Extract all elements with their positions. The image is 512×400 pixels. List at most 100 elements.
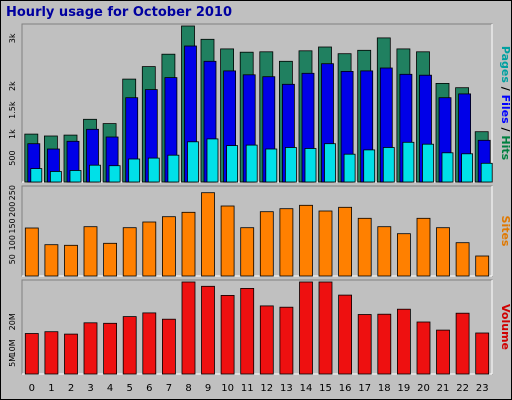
bar-volume-hour-10 [220,294,235,375]
bar-sites-hour-15 [318,210,333,277]
bar-volume-hour-19 [396,308,411,375]
x-tick-label-7: 7 [166,383,172,394]
side-label-part: Files [499,95,512,125]
bar-volume-hour-18 [377,313,392,375]
bar-pages-hour-1 [50,171,62,183]
x-tick-label-4: 4 [107,383,113,394]
side-label-part: Volume [499,304,512,350]
bar-volume-hour-15 [318,281,333,375]
x-tick-label-0: 0 [29,383,35,394]
bar-pages-hour-0 [30,168,43,183]
x-tick-label-13: 13 [280,383,293,394]
bar-pages-hour-14 [304,148,317,183]
panel-sites-ytick-label: 100 [8,235,17,250]
bar-sites-hour-10 [220,205,235,277]
bar-volume-hour-14 [299,281,313,375]
bar-sites-hour-17 [357,217,372,277]
bar-pages-hour-12 [265,148,278,183]
bar-pages-hour-15 [324,143,336,183]
bar-sites-hour-13 [279,208,294,277]
x-tick-label-9: 9 [205,383,211,394]
bar-pages-hour-2 [69,170,82,183]
bar-sites-hour-2 [64,244,78,277]
bar-sites-hour-8 [181,211,196,277]
bar-sites-hour-20 [416,217,431,277]
bar-pages-hour-21 [441,152,454,183]
x-tick-label-2: 2 [68,383,74,394]
bar-volume-hour-12 [259,305,274,375]
bar-volume-hour-0 [24,333,39,375]
bar-sites-hour-5 [122,227,137,277]
bar-pages-hour-18 [382,147,395,183]
bar-volume-hour-20 [416,321,431,375]
x-tick-label-23: 23 [476,383,489,394]
bar-volume-hour-3 [83,322,98,375]
side-label-part: Sites [499,216,512,247]
bar-volume-hour-23 [475,332,490,375]
bar-pages-hour-17 [363,149,376,183]
panel-hits-ytick-label: 3k [8,33,17,43]
bar-sites-hour-23 [475,255,490,277]
panel-hits-side-label: Pages / Files / Hits [499,46,512,161]
panel-volume-plot-area [21,279,493,375]
panel-sites-side-label: Sites [499,216,512,247]
x-tick-label-10: 10 [221,383,234,394]
bar-pages-hour-5 [128,158,141,183]
bar-sites-hour-4 [103,242,117,277]
x-tick-label-12: 12 [260,383,273,394]
bar-sites-hour-14 [299,204,313,277]
panel-hits-ytick-label: 1k [8,129,17,139]
bar-volume-hour-13 [279,306,294,375]
bar-sites-hour-18 [377,226,392,277]
bar-pages-hour-19 [402,141,415,183]
side-label-part: / [499,83,512,95]
bar-volume-hour-21 [436,329,450,375]
bar-volume-hour-22 [455,312,470,375]
bar-sites-hour-3 [83,226,98,277]
bar-volume-hour-9 [201,285,215,375]
panel-volume-side-label: Volume [499,304,512,350]
bar-pages-hour-9 [206,138,219,183]
bar-volume-hour-8 [181,281,196,375]
bar-volume-hour-16 [338,294,353,375]
bar-sites-hour-6 [142,221,157,277]
x-tick-label-11: 11 [241,383,254,394]
panel-sites-ytick-label: 250 [8,185,17,200]
x-tick-label-19: 19 [398,383,411,394]
bar-pages-hour-10 [226,145,239,183]
bar-pages-hour-23 [480,162,493,183]
bar-pages-hour-3 [89,164,101,183]
x-tick-label-14: 14 [300,383,313,394]
panel-sites-ytick-label: 50 [8,254,17,264]
panel-hits-ytick-label: 500 [8,150,17,165]
bar-volume-hour-2 [64,333,78,375]
x-tick-label-5: 5 [127,383,133,394]
bar-volume-hour-4 [103,322,117,375]
bar-sites-hour-7 [161,216,176,277]
chart-title: Hourly usage for October 2010 [6,5,232,20]
bar-pages-hour-13 [284,147,297,183]
side-label-part: Pages [499,46,512,84]
bar-pages-hour-16 [343,153,356,183]
bar-volume-hour-6 [142,312,157,375]
bar-sites-hour-9 [201,192,215,277]
bar-volume-hour-7 [161,318,176,375]
panel-volume-ytick-label: 20M [8,313,17,330]
side-label-part: Hits [499,135,512,160]
bar-pages-hour-20 [422,143,434,183]
bar-pages-hour-7 [167,154,180,183]
bar-sites-hour-12 [259,211,274,277]
x-tick-label-3: 3 [87,383,93,394]
bar-volume-hour-11 [240,287,255,375]
panel-sites-ytick-label: 200 [8,202,17,217]
panel-volume-ytick-label: 5M [8,355,17,367]
x-tick-label-15: 15 [319,383,332,394]
x-tick-label-21: 21 [437,383,450,394]
bar-sites-hour-21 [436,227,450,277]
bar-pages-hour-6 [147,157,160,183]
bar-volume-hour-17 [357,314,372,375]
bar-sites-hour-1 [44,244,59,277]
bar-pages-hour-4 [108,165,121,183]
